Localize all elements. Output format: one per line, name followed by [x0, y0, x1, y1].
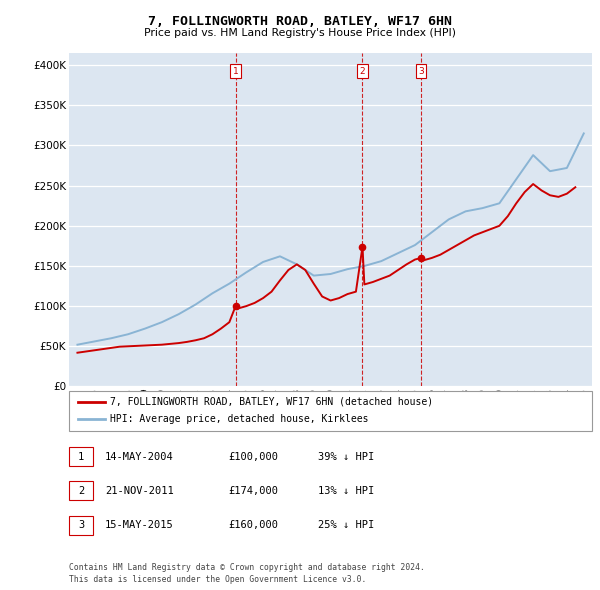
- Text: 2: 2: [359, 67, 365, 76]
- Text: £174,000: £174,000: [228, 486, 278, 496]
- Text: 3: 3: [418, 67, 424, 76]
- Text: Contains HM Land Registry data © Crown copyright and database right 2024.: Contains HM Land Registry data © Crown c…: [69, 563, 425, 572]
- Text: 13% ↓ HPI: 13% ↓ HPI: [318, 486, 374, 496]
- Text: HPI: Average price, detached house, Kirklees: HPI: Average price, detached house, Kirk…: [110, 414, 368, 424]
- Text: 1: 1: [78, 452, 84, 461]
- Text: 21-NOV-2011: 21-NOV-2011: [105, 486, 174, 496]
- Text: 15-MAY-2015: 15-MAY-2015: [105, 520, 174, 530]
- Text: 7, FOLLINGWORTH ROAD, BATLEY, WF17 6HN: 7, FOLLINGWORTH ROAD, BATLEY, WF17 6HN: [148, 15, 452, 28]
- Text: 39% ↓ HPI: 39% ↓ HPI: [318, 452, 374, 461]
- Text: This data is licensed under the Open Government Licence v3.0.: This data is licensed under the Open Gov…: [69, 575, 367, 584]
- Text: 3: 3: [78, 520, 84, 530]
- Text: 14-MAY-2004: 14-MAY-2004: [105, 452, 174, 461]
- Text: 25% ↓ HPI: 25% ↓ HPI: [318, 520, 374, 530]
- Text: 1: 1: [233, 67, 238, 76]
- Text: 7, FOLLINGWORTH ROAD, BATLEY, WF17 6HN (detached house): 7, FOLLINGWORTH ROAD, BATLEY, WF17 6HN (…: [110, 397, 433, 407]
- Text: £100,000: £100,000: [228, 452, 278, 461]
- Text: 2: 2: [78, 486, 84, 496]
- Text: £160,000: £160,000: [228, 520, 278, 530]
- Text: Price paid vs. HM Land Registry's House Price Index (HPI): Price paid vs. HM Land Registry's House …: [144, 28, 456, 38]
